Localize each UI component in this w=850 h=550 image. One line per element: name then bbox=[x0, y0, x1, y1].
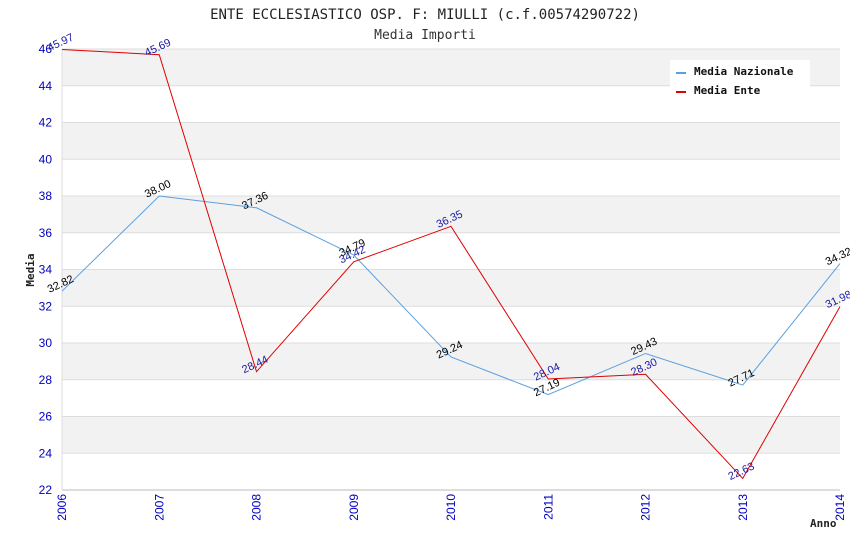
y-tick-label: 30 bbox=[39, 336, 53, 350]
y-tick-label: 28 bbox=[39, 373, 53, 387]
series-line bbox=[61, 195, 841, 396]
grid-band bbox=[62, 122, 840, 160]
legend-label-nazionale: Media Nazionale bbox=[694, 65, 794, 78]
x-tick-label: 2007 bbox=[152, 494, 166, 521]
x-tick-label: 2010 bbox=[444, 494, 458, 521]
x-tick-label: 2013 bbox=[736, 494, 750, 521]
y-tick-label: 34 bbox=[39, 263, 53, 277]
series-lines bbox=[61, 49, 841, 480]
grid-band bbox=[62, 306, 840, 343]
x-tick-label: 2009 bbox=[347, 494, 361, 521]
grid-band bbox=[62, 379, 840, 417]
y-tick-label: 24 bbox=[39, 446, 53, 460]
x-tick-label: 2014 bbox=[833, 494, 847, 521]
y-tick-label: 38 bbox=[39, 189, 53, 203]
y-tick-label: 22 bbox=[39, 483, 53, 497]
x-axis-label: Anno bbox=[810, 517, 837, 530]
legend-box bbox=[670, 60, 810, 106]
grid-band bbox=[62, 159, 840, 196]
y-tick-labels: 22 24 26 28 30 32 34 36 38 40 42 44 46 bbox=[39, 42, 53, 497]
legend-label-ente: Media Ente bbox=[694, 84, 761, 97]
grid-band bbox=[62, 416, 840, 454]
y-tick-label: 26 bbox=[39, 410, 53, 424]
x-tick-label: 2011 bbox=[541, 494, 555, 520]
grid-band bbox=[62, 453, 840, 490]
y-tick-label: 44 bbox=[39, 79, 53, 93]
chart-title: ENTE ECCLESIASTICO OSP. F: MIULLI (c.f.0… bbox=[210, 7, 640, 23]
grid-band bbox=[62, 232, 840, 270]
y-tick-label: 42 bbox=[39, 116, 53, 130]
y-axis-label: Media bbox=[24, 253, 37, 286]
y-tick-label: 40 bbox=[39, 152, 53, 166]
y-tick-label: 36 bbox=[39, 226, 53, 240]
legend: Media Nazionale Media Ente bbox=[670, 60, 810, 106]
x-tick-label: 2012 bbox=[639, 494, 653, 521]
grid-band bbox=[62, 269, 840, 307]
x-tick-label: 2008 bbox=[250, 494, 264, 521]
x-tick-label: 2006 bbox=[55, 494, 69, 521]
chart-subtitle: Media Importi bbox=[374, 28, 476, 43]
x-tick-labels: 2006 2007 2008 2009 2010 2011 2012 2013 2014 bbox=[55, 494, 847, 521]
series-line bbox=[61, 49, 841, 480]
y-tick-label: 32 bbox=[39, 299, 53, 313]
y-tick-label: 46 bbox=[39, 42, 53, 56]
grid-band bbox=[62, 343, 840, 380]
